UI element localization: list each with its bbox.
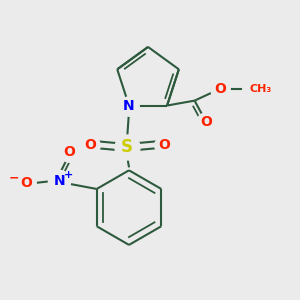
Text: O: O bbox=[200, 115, 212, 129]
Text: N: N bbox=[123, 98, 135, 112]
Text: O: O bbox=[214, 82, 226, 96]
Text: O: O bbox=[63, 145, 75, 159]
Text: S: S bbox=[121, 138, 133, 156]
Text: −: − bbox=[9, 172, 20, 185]
Text: N: N bbox=[54, 174, 65, 188]
Text: +: + bbox=[64, 170, 73, 180]
Text: CH₃: CH₃ bbox=[250, 84, 272, 94]
Text: O: O bbox=[84, 138, 96, 152]
Text: O: O bbox=[20, 176, 32, 190]
Text: O: O bbox=[158, 138, 170, 152]
